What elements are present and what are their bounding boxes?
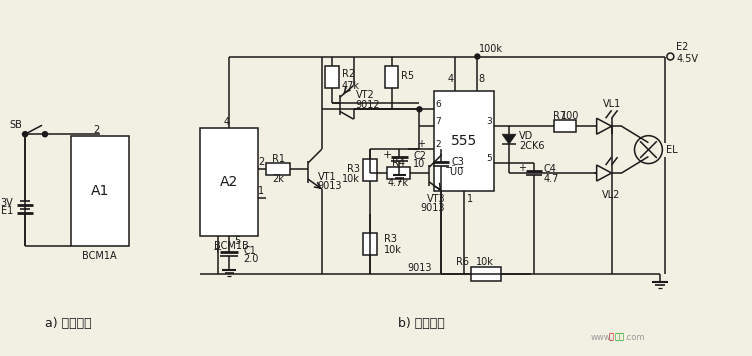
Text: SB: SB: [9, 120, 22, 130]
Text: 2CK6: 2CK6: [519, 141, 544, 151]
Text: VT3: VT3: [427, 194, 446, 204]
Text: 100: 100: [560, 111, 579, 121]
Text: www.: www.: [590, 333, 613, 342]
Bar: [553, 120, 576, 132]
Text: 2: 2: [435, 140, 441, 149]
Text: 1: 1: [467, 194, 473, 204]
Text: VT1: VT1: [318, 172, 336, 182]
Text: 捷: 捷: [608, 333, 614, 342]
Text: 3: 3: [487, 117, 492, 126]
Text: 10k: 10k: [476, 257, 494, 267]
Text: EL: EL: [666, 145, 678, 155]
Bar: [362, 233, 377, 255]
Text: 2: 2: [258, 157, 264, 167]
Text: R6: R6: [456, 257, 469, 267]
Text: BCM1B: BCM1B: [214, 241, 249, 251]
Circle shape: [475, 54, 480, 59]
Text: 9013: 9013: [318, 181, 342, 191]
Text: VL2: VL2: [602, 190, 621, 200]
Text: R5: R5: [402, 72, 414, 82]
Text: 10k: 10k: [342, 174, 359, 184]
Bar: [435, 91, 494, 191]
Bar: [71, 136, 129, 246]
Text: 2.0: 2.0: [243, 254, 259, 264]
Text: a) 发射电路: a) 发射电路: [44, 317, 91, 330]
Text: 9013: 9013: [420, 203, 445, 213]
Text: 5: 5: [234, 236, 241, 246]
Text: +: +: [518, 163, 526, 173]
Text: C1: C1: [243, 246, 256, 256]
Text: R4: R4: [392, 158, 405, 168]
Text: C2: C2: [414, 151, 426, 161]
Bar: [266, 163, 290, 175]
Text: 10k: 10k: [384, 245, 402, 255]
Text: b) 接收电路: b) 接收电路: [398, 317, 444, 330]
Text: 9013: 9013: [407, 263, 432, 273]
Circle shape: [417, 107, 422, 112]
Text: E1: E1: [1, 206, 13, 216]
Text: 2: 2: [94, 125, 100, 135]
Text: 100k: 100k: [479, 43, 503, 53]
Text: 10: 10: [414, 159, 426, 169]
Polygon shape: [502, 134, 516, 144]
Text: 555: 555: [451, 134, 478, 148]
Bar: [325, 67, 338, 88]
Text: C3: C3: [451, 157, 464, 167]
Text: 4.7k: 4.7k: [388, 178, 409, 188]
Bar: [384, 67, 399, 88]
Text: A1: A1: [90, 184, 109, 198]
Text: 7: 7: [435, 117, 441, 126]
Text: .com: .com: [625, 333, 645, 342]
Text: +: +: [417, 139, 426, 149]
Text: A2: A2: [220, 175, 238, 189]
Text: VL1: VL1: [602, 99, 620, 109]
Bar: [472, 267, 501, 281]
Text: R1: R1: [271, 154, 284, 164]
Text: 4: 4: [447, 74, 453, 84]
Text: 2k: 2k: [272, 174, 284, 184]
Bar: [362, 159, 377, 181]
Text: 9012: 9012: [356, 100, 381, 110]
Text: E2: E2: [676, 42, 689, 52]
Text: 4.7: 4.7: [544, 174, 559, 184]
Text: R3: R3: [384, 234, 396, 244]
Circle shape: [43, 132, 47, 137]
Text: 3V: 3V: [1, 198, 13, 208]
Text: 5: 5: [487, 153, 492, 163]
Text: 8: 8: [478, 74, 484, 84]
Text: R7: R7: [553, 111, 566, 121]
Text: R3: R3: [347, 164, 359, 174]
Text: 47k: 47k: [341, 82, 359, 91]
Text: 6: 6: [435, 100, 441, 109]
Text: 问图: 问图: [614, 333, 625, 342]
Text: BCM1A: BCM1A: [83, 251, 117, 261]
Text: VT2: VT2: [356, 90, 374, 100]
Text: +: +: [213, 245, 222, 255]
Circle shape: [23, 132, 28, 137]
Text: 4: 4: [223, 117, 229, 127]
Text: ̅Ũ0̅: ̅Ũ0̅: [451, 167, 465, 177]
Text: R2: R2: [341, 69, 355, 79]
Bar: [200, 128, 258, 236]
Bar: [387, 167, 411, 179]
Text: +: +: [383, 150, 393, 160]
Text: C4: C4: [544, 164, 556, 174]
Text: 4.5V: 4.5V: [676, 53, 699, 63]
Text: VD: VD: [519, 131, 533, 141]
Text: 1: 1: [258, 186, 264, 196]
